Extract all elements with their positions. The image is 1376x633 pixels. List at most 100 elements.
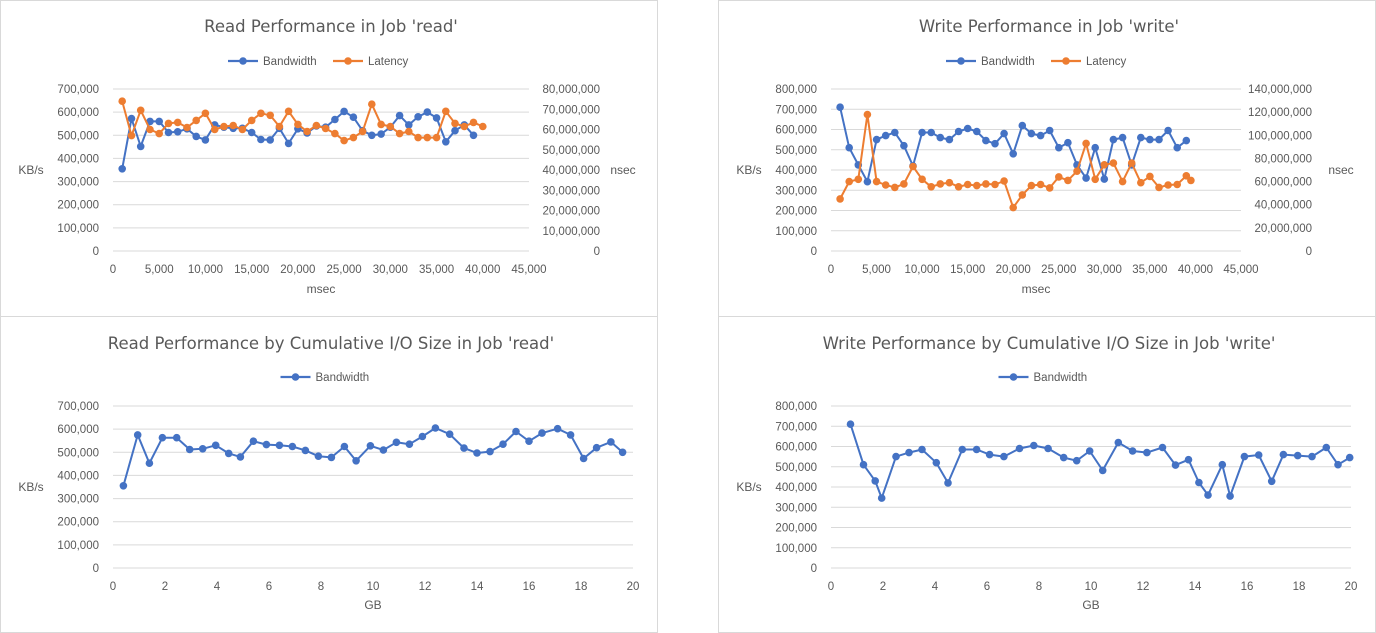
data-point-latency: [183, 123, 191, 132]
y2-tick-label: 70,000,000: [542, 104, 600, 116]
data-point-bandwidth: [266, 136, 275, 144]
data-point-bandwidth: [1000, 129, 1008, 138]
y-tick-label: 300,000: [775, 502, 817, 514]
data-point-bandwidth: [579, 454, 588, 463]
series-line-latency: [839, 113, 1192, 209]
y2-tick-label: 60,000,000: [542, 125, 600, 137]
data-point-latency: [1164, 181, 1172, 189]
data-point-bandwidth: [1059, 453, 1068, 462]
data-point-latency: [991, 180, 999, 189]
data-point-latency: [1064, 176, 1072, 185]
data-point-bandwidth: [553, 424, 562, 433]
x-tick-label: 14: [471, 581, 484, 593]
data-point-bandwidth: [891, 128, 899, 137]
data-point-latency: [201, 109, 210, 118]
data-point-bandwidth: [1267, 477, 1276, 486]
data-point-bandwidth: [1064, 138, 1072, 147]
data-point-bandwidth: [201, 136, 210, 144]
data-point-bandwidth: [301, 446, 310, 455]
data-point-latency: [900, 180, 908, 188]
data-point-latency: [432, 133, 441, 142]
data-point-bandwidth: [198, 445, 207, 453]
y-axis-label: KB/s: [18, 163, 43, 177]
x-tick-label: 20: [1345, 581, 1358, 593]
data-point-latency: [863, 110, 872, 119]
data-point-bandwidth: [211, 441, 220, 450]
data-point-bandwidth: [460, 444, 468, 452]
y-tick-label: 500,000: [775, 462, 817, 474]
data-point-bandwidth: [133, 431, 142, 439]
data-point-bandwidth: [392, 438, 401, 447]
data-point-bandwidth: [1218, 460, 1227, 469]
data-point-bandwidth: [877, 494, 886, 502]
series-line-latency: [121, 100, 484, 142]
data-point-bandwidth: [592, 443, 601, 452]
data-point-bandwidth: [1045, 126, 1054, 135]
data-point-latency: [854, 175, 863, 184]
data-point-bandwidth: [936, 133, 945, 142]
y-tick-label: 500,000: [775, 145, 817, 157]
data-point-bandwidth: [431, 424, 440, 432]
y-tick-label: 500,000: [57, 130, 99, 142]
data-point-latency: [936, 180, 945, 188]
data-point-bandwidth: [1000, 452, 1008, 461]
data-point-latency: [442, 107, 450, 116]
x-tick-label: 16: [1241, 581, 1254, 593]
data-point-bandwidth: [185, 445, 194, 454]
data-point-bandwidth: [1143, 448, 1151, 457]
data-point-bandwidth: [379, 446, 388, 454]
data-point-bandwidth: [1018, 121, 1027, 130]
x-tick-label: 8: [318, 581, 324, 593]
data-point-bandwidth: [945, 135, 954, 144]
y-tick-label: 600,000: [775, 442, 817, 454]
y2-tick-label: 30,000,000: [542, 185, 600, 197]
y2-tick-label: 50,000,000: [542, 145, 600, 157]
data-point-latency: [312, 121, 321, 130]
y-tick-label: 700,000: [775, 421, 817, 433]
data-point-bandwidth: [1345, 453, 1354, 462]
data-point-latency: [982, 180, 990, 188]
y-tick-label: 100,000: [775, 226, 817, 238]
data-point-bandwidth: [366, 442, 375, 450]
data-point-bandwidth: [1044, 444, 1052, 453]
y-tick-label: 400,000: [57, 153, 99, 165]
data-point-bandwidth: [249, 437, 258, 445]
data-point-latency: [1146, 172, 1154, 181]
legend-marker: [344, 57, 352, 65]
data-point-bandwidth: [418, 432, 427, 441]
data-point-bandwidth: [1308, 452, 1316, 461]
data-point-latency: [1073, 167, 1081, 175]
data-point-latency: [1036, 180, 1045, 189]
x-tick-label: 20,000: [280, 264, 315, 276]
data-point-latency: [331, 129, 339, 138]
data-point-latency: [1009, 203, 1017, 212]
data-point-bandwidth: [236, 453, 245, 461]
data-point-latency: [358, 127, 367, 136]
data-point-latency: [872, 177, 881, 186]
data-point-bandwidth: [900, 141, 908, 150]
data-point-latency: [909, 162, 917, 171]
data-point-bandwidth: [327, 453, 336, 462]
data-point-bandwidth: [607, 438, 615, 446]
data-point-bandwidth: [1027, 129, 1036, 138]
x-tick-label: 30,000: [1087, 264, 1122, 276]
legend-label: Latency: [368, 56, 409, 68]
y2-tick-label: 80,000,000: [1254, 153, 1312, 165]
x-tick-label: 30,000: [373, 264, 408, 276]
data-point-latency: [918, 175, 926, 184]
data-point-bandwidth: [525, 437, 533, 445]
legend-marker: [291, 373, 300, 381]
chart-panel-write-time: Write Performance in Job 'write' 0 100,000…: [718, 0, 1376, 317]
chart-write-time: Write Performance in Job 'write' 0 100,000…: [736, 17, 1353, 296]
x-tick-label: 15,000: [234, 264, 269, 276]
data-point-bandwidth: [262, 440, 271, 449]
x-tick-label: 20: [627, 581, 640, 593]
data-point-bandwidth: [432, 114, 441, 122]
y2-tick-label: 60,000,000: [1254, 177, 1312, 189]
y-tick-label: 0: [93, 246, 99, 258]
x-tick-label: 2: [880, 581, 886, 593]
chart-title: Read Performance by Cumulative I/O Size …: [108, 334, 554, 353]
x-tick-label: 0: [110, 264, 116, 276]
legend-label: Latency: [1086, 56, 1127, 68]
data-point-latency: [1137, 178, 1145, 187]
